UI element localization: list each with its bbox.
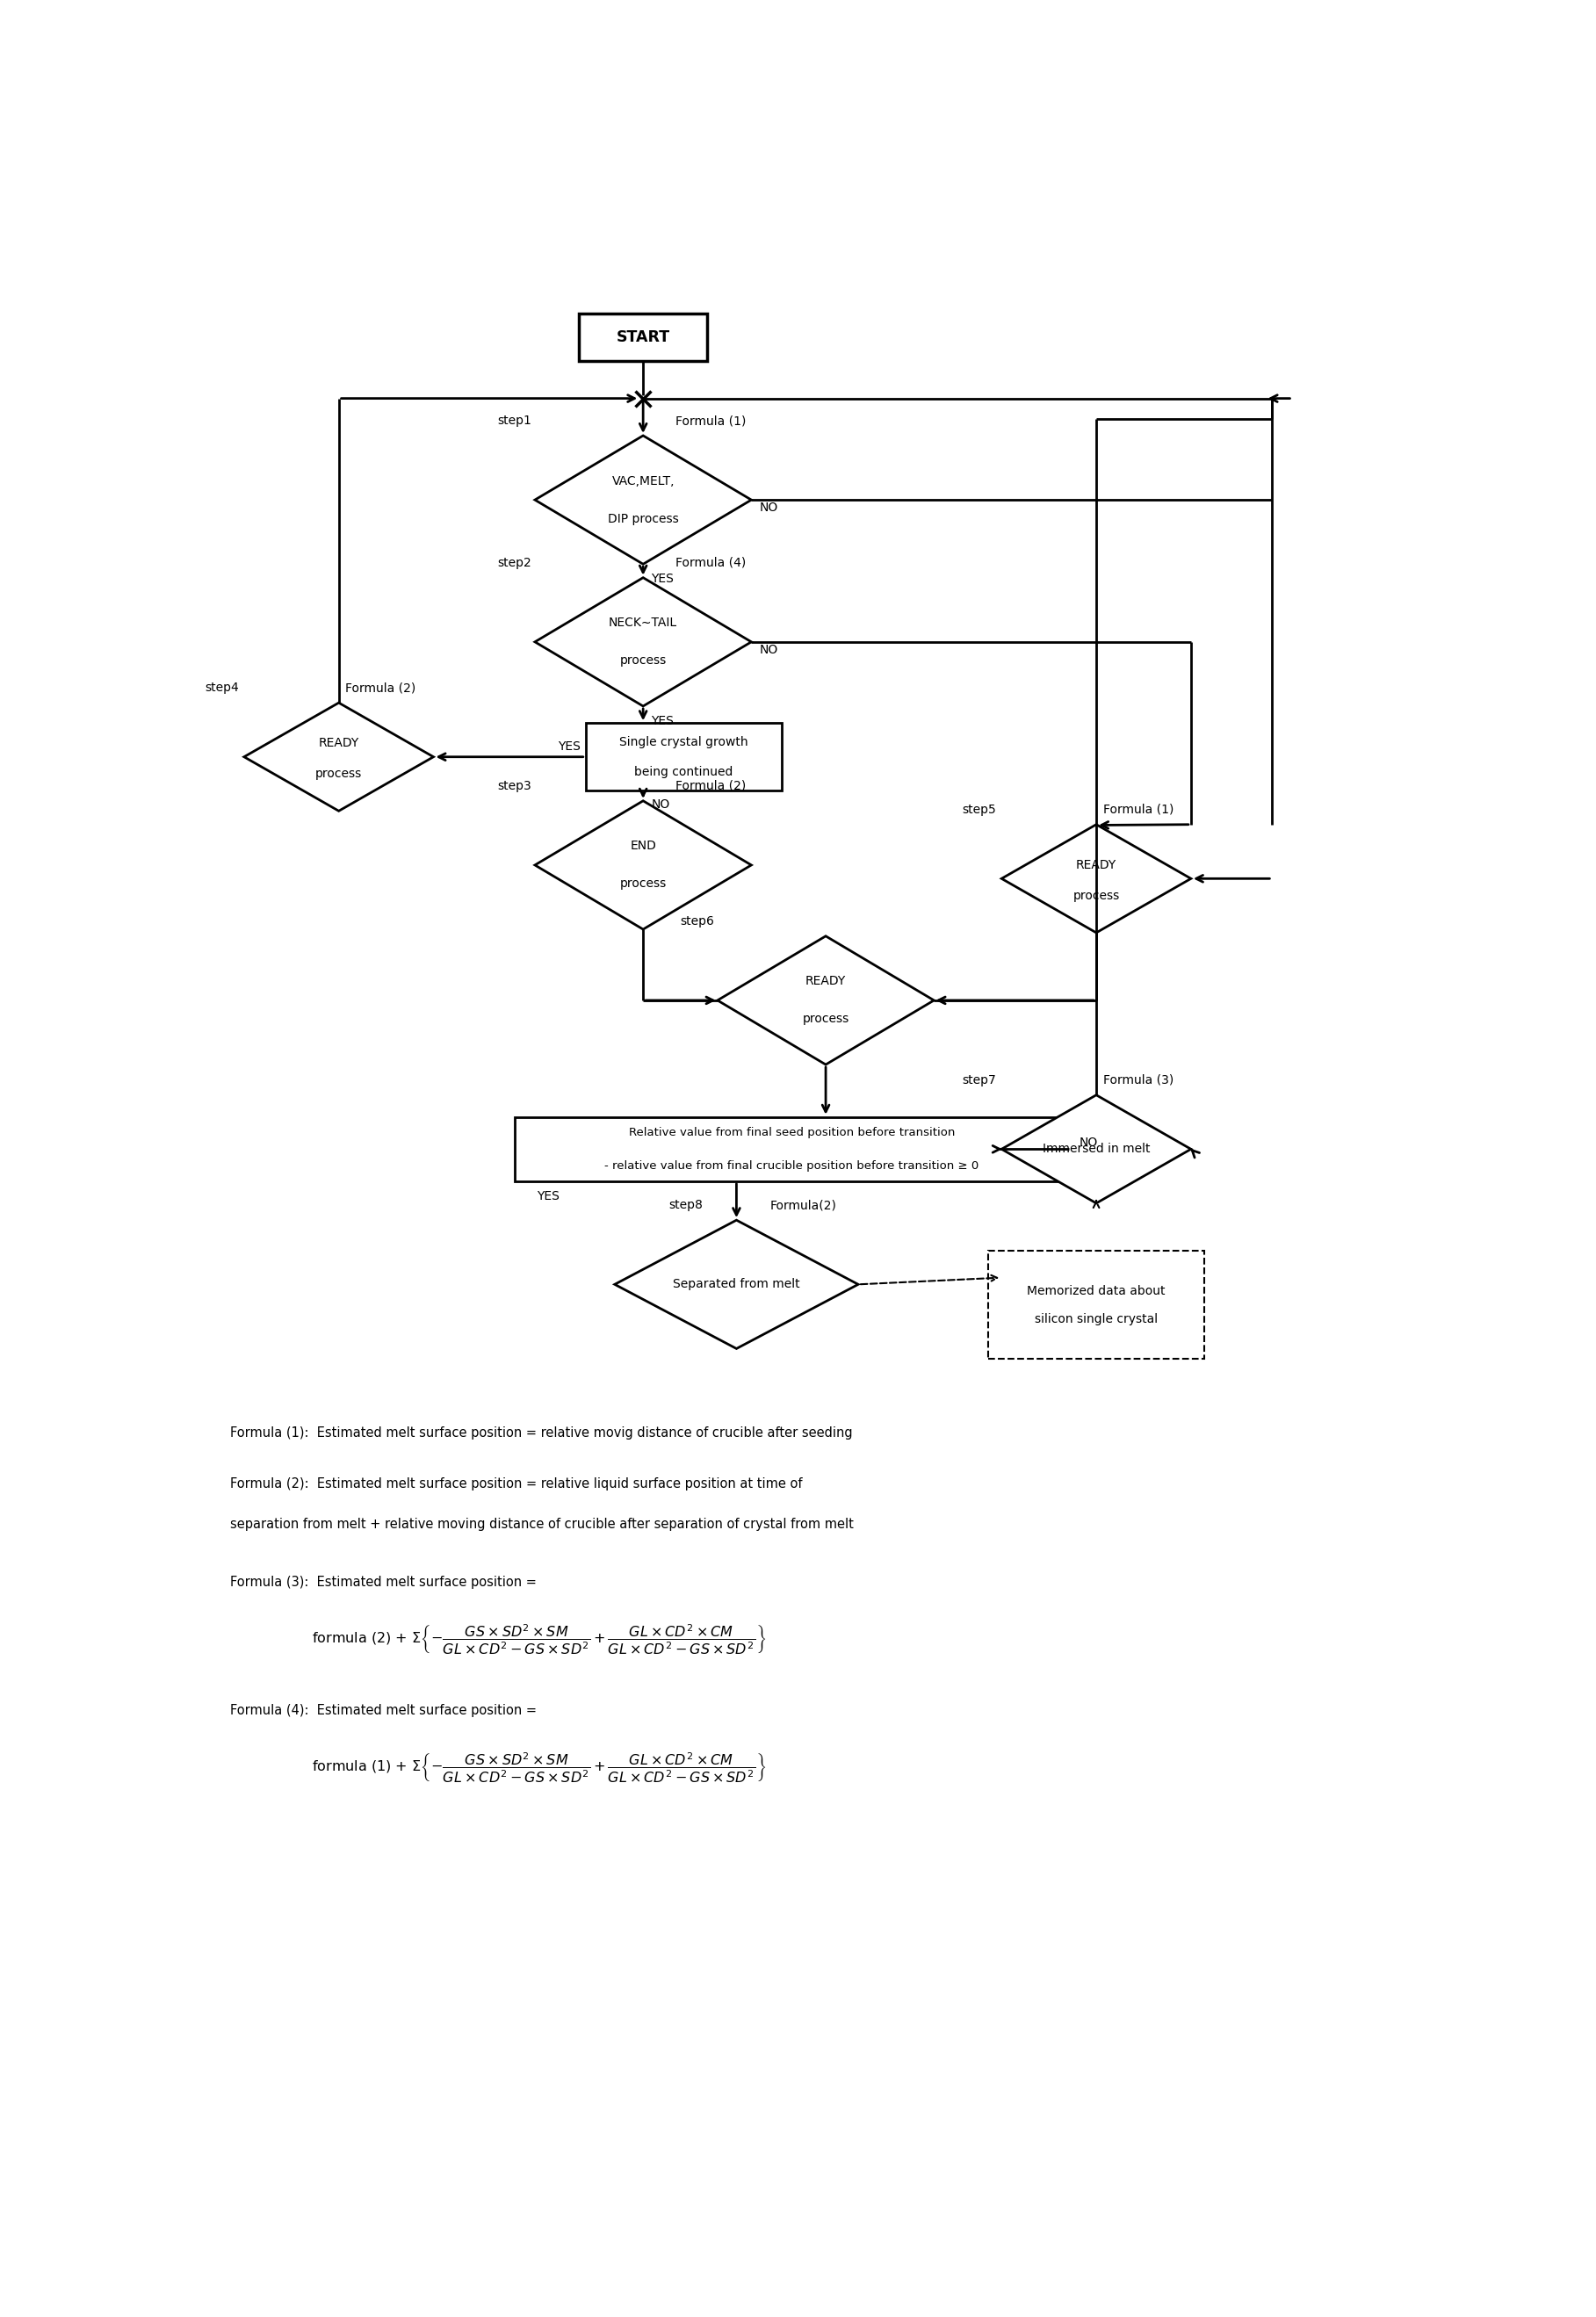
Polygon shape	[718, 936, 934, 1064]
Text: Formula (1): Formula (1)	[675, 415, 747, 426]
Text: Formula(2): Formula(2)	[771, 1200, 836, 1212]
Polygon shape	[535, 436, 752, 563]
Text: DIP process: DIP process	[608, 512, 678, 526]
Text: NO: NO	[760, 644, 779, 656]
Text: Formula (2):  Estimated melt surface position = relative liquid surface position: Formula (2): Estimated melt surface posi…	[230, 1478, 803, 1490]
Text: NO: NO	[760, 503, 779, 514]
Text: formula (2) + $\Sigma\left\{-\dfrac{GS \times SD^2 \times SM}{GL \times CD^2 - G: formula (2) + $\Sigma\left\{-\dfrac{GS \…	[311, 1622, 766, 1657]
Text: silicon single crystal: silicon single crystal	[1034, 1314, 1157, 1325]
Text: Formula (3):  Estimated melt surface position =: Formula (3): Estimated melt surface posi…	[230, 1576, 536, 1589]
Text: step4: step4	[204, 681, 239, 695]
Text: step3: step3	[498, 781, 531, 792]
Text: formula (1) + $\Sigma\left\{-\dfrac{GS \times SD^2 \times SM}{GL \times CD^2 - G: formula (1) + $\Sigma\left\{-\dfrac{GS \…	[311, 1752, 766, 1784]
Text: NO: NO	[1079, 1135, 1098, 1149]
Text: Formula (4): Formula (4)	[675, 556, 745, 570]
Text: process: process	[316, 767, 362, 781]
Text: Formula (2): Formula (2)	[675, 781, 745, 792]
Polygon shape	[614, 1221, 859, 1348]
Text: NECK∼TAIL: NECK∼TAIL	[608, 616, 677, 630]
Text: step1: step1	[498, 415, 531, 426]
Text: YES: YES	[651, 716, 674, 728]
Text: Formula (1): Formula (1)	[1103, 804, 1173, 816]
Polygon shape	[535, 577, 752, 707]
Text: Separated from melt: Separated from melt	[674, 1279, 800, 1291]
Text: Formula (4):  Estimated melt surface position =: Formula (4): Estimated melt surface posi…	[230, 1703, 538, 1717]
Text: END: END	[630, 841, 656, 853]
Polygon shape	[535, 802, 752, 929]
Text: Immersed in melt: Immersed in melt	[1042, 1142, 1151, 1156]
Text: YES: YES	[651, 572, 674, 586]
Text: Memorized data about: Memorized data about	[1028, 1286, 1165, 1298]
Text: process: process	[803, 1013, 849, 1026]
Bar	[988, 1251, 1205, 1358]
Text: Formula (3): Formula (3)	[1103, 1075, 1173, 1087]
Text: step8: step8	[669, 1200, 702, 1212]
Text: READY: READY	[806, 975, 846, 987]
Text: step5: step5	[962, 804, 996, 816]
Bar	[586, 723, 782, 790]
Text: YES: YES	[557, 741, 581, 753]
Text: Formula (2): Formula (2)	[345, 681, 417, 695]
Text: START: START	[616, 329, 670, 345]
Text: step2: step2	[498, 556, 531, 570]
Text: - relative value from final crucible position before transition ≥ 0: - relative value from final crucible pos…	[605, 1161, 978, 1172]
Text: process: process	[619, 656, 667, 667]
Bar	[579, 313, 707, 361]
Bar	[514, 1117, 1069, 1182]
Text: VAC,MELT,: VAC,MELT,	[611, 475, 675, 487]
Text: process: process	[1073, 890, 1120, 901]
Polygon shape	[1002, 1096, 1191, 1203]
Text: process: process	[619, 878, 667, 890]
Polygon shape	[1002, 825, 1191, 934]
Text: READY: READY	[1076, 860, 1117, 871]
Text: step7: step7	[962, 1075, 996, 1087]
Text: separation from melt + relative moving distance of crucible after separation of : separation from melt + relative moving d…	[230, 1518, 854, 1532]
Polygon shape	[244, 702, 434, 811]
Text: being continued: being continued	[634, 765, 733, 779]
Text: step6: step6	[680, 915, 713, 927]
Text: NO: NO	[651, 797, 670, 811]
Text: YES: YES	[538, 1191, 560, 1203]
Text: Single crystal growth: Single crystal growth	[619, 737, 749, 748]
Text: Formula (1):  Estimated melt surface position = relative movig distance of cruci: Formula (1): Estimated melt surface posi…	[230, 1427, 852, 1439]
Text: Relative value from final seed position before transition: Relative value from final seed position …	[629, 1126, 954, 1138]
Text: READY: READY	[319, 737, 359, 748]
